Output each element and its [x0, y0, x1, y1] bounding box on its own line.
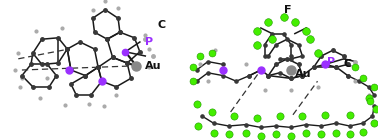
Text: P: P: [327, 57, 335, 67]
Text: C: C: [158, 20, 166, 30]
Text: Au: Au: [295, 69, 311, 79]
Text: Au: Au: [145, 61, 162, 71]
Text: F: F: [284, 5, 291, 15]
Text: P: P: [145, 37, 153, 47]
Text: C: C: [344, 59, 352, 69]
